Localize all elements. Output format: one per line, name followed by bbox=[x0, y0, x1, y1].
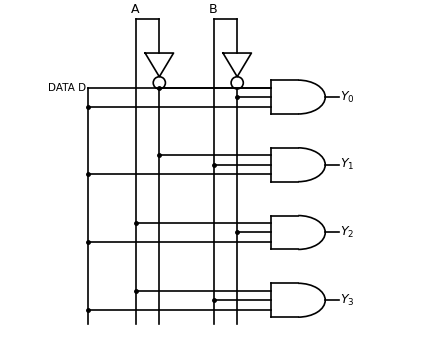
Text: $Y_0$: $Y_0$ bbox=[340, 89, 354, 105]
Text: $Y_2$: $Y_2$ bbox=[340, 225, 354, 240]
Text: A: A bbox=[131, 3, 140, 16]
Text: B: B bbox=[209, 3, 217, 16]
Text: DATA D: DATA D bbox=[47, 83, 86, 92]
Text: $Y_1$: $Y_1$ bbox=[340, 157, 354, 172]
Text: $Y_3$: $Y_3$ bbox=[340, 293, 354, 308]
